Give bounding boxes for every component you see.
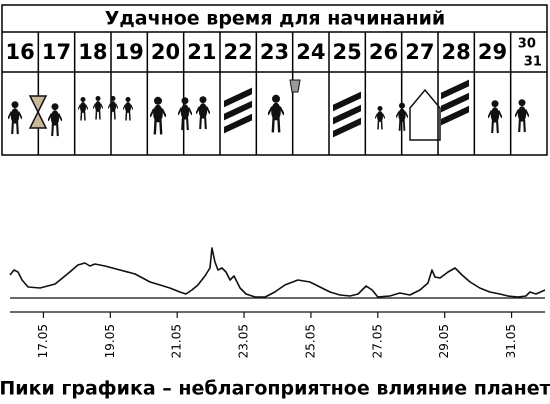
day-number: 24	[296, 40, 325, 64]
icon	[196, 94, 210, 131]
icon	[289, 79, 301, 93]
x-tick-label: 27.05	[370, 324, 384, 358]
x-tick-label: 19.05	[103, 324, 117, 358]
day-number: 28	[442, 40, 471, 64]
calendar-columns: 16 17 18 19 20 21 22 23 24 25 26 27 28 29 30 31	[6, 32, 542, 155]
icon	[178, 95, 192, 132]
icon	[333, 91, 361, 138]
day-number: 27	[405, 40, 434, 64]
x-axis-label: Пики графика – неблагоприятное влияние п…	[0, 378, 550, 400]
calendar-frame	[1, 4, 548, 156]
icon	[123, 96, 133, 122]
icon	[375, 104, 385, 131]
icon	[150, 95, 166, 136]
day-number: 23	[260, 40, 289, 64]
chart: 17.05 19.05 21.05 23.05 25.05 27.05 29.05 31.05	[9, 247, 546, 358]
day-number: 21	[187, 40, 216, 64]
title: Удачное время для начинаний	[105, 8, 445, 30]
icon	[224, 87, 252, 134]
day-number: 30	[518, 37, 536, 52]
icon	[488, 98, 502, 135]
day-number: 26	[369, 40, 398, 64]
day-number: 18	[78, 40, 107, 64]
icon	[48, 101, 62, 138]
icon	[515, 97, 529, 134]
data-line	[9, 247, 546, 298]
day-number: 19	[115, 40, 144, 64]
day-number: 16	[6, 40, 35, 64]
icon	[409, 88, 441, 141]
day-number: 25	[333, 40, 362, 64]
x-tick-label: 17.05	[36, 324, 50, 358]
x-tick-label: 31.05	[504, 324, 518, 358]
icon	[78, 96, 88, 122]
day-number: 20	[151, 40, 180, 64]
day-number: 17	[42, 40, 71, 64]
icon	[441, 79, 469, 126]
icon	[93, 95, 103, 121]
x-tick-label: 29.05	[437, 324, 451, 358]
day-number: 29	[478, 40, 507, 64]
day-number: 31	[524, 55, 542, 70]
x-tick-label: 25.05	[303, 324, 317, 358]
x-tick-label: 23.05	[237, 324, 251, 358]
icon	[8, 99, 22, 136]
icons	[8, 79, 529, 141]
day-number: 22	[224, 40, 253, 64]
icon	[268, 93, 284, 135]
icon	[108, 95, 118, 121]
icon	[28, 95, 48, 129]
x-tick-label: 21.05	[170, 324, 184, 358]
